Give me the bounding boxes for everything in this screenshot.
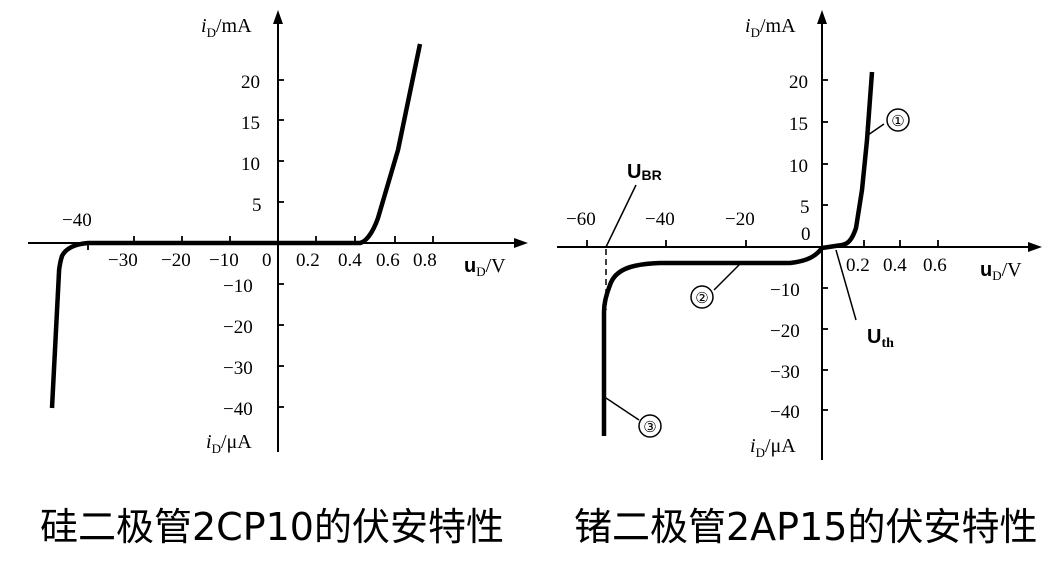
ge-marker-3-leader [605,397,640,421]
ge-x-tick-label: 0.2 [846,255,870,276]
si-x-tick-label: 0.2 [296,250,320,271]
si-x-tick-label: 0.4 [338,250,362,271]
si-x-tick-label: 0.6 [376,250,400,271]
si-x-axis-label: uD/V [464,255,506,279]
ge-marker-2-leader [713,263,741,291]
si-x-tick-label: −20 [161,250,191,271]
ge-marker-1-leader [867,123,885,136]
si-y-arrow [273,10,283,24]
ge-y-upper-label: iD/mA [745,15,796,40]
ge-y-tick-label: 15 [789,114,808,135]
ge-marker-2-circle [690,285,714,309]
si-x-tick-label: −10 [209,250,239,271]
ge-y-tick-label: 20 [789,72,808,93]
si-y-upper-label: iD/mA [201,15,252,40]
ge-marker-3-circle [638,414,662,438]
ge-uth-leader [835,249,857,321]
si-y-lower-label: iD/μA [206,431,252,456]
chart-si-2cp10: 0 −40 −30 −20 −10 0.2 0.4 0.6 0.8 5 10 1… [28,10,528,456]
ge-x-tick-label: −40 [645,209,675,230]
ge-origin-label: 0 [801,224,811,245]
ge-x-arrow [1028,242,1042,252]
si-x-arrow [514,238,528,248]
si-y-tick-label: 20 [241,72,260,93]
ge-x-tick-label: 0.6 [923,255,947,276]
ge-ubr-leader [605,184,637,248]
ge-x-tick-label: −20 [725,209,755,230]
si-y-tick-label: −10 [223,276,253,297]
si-y-tick-label: −40 [223,399,253,420]
ge-marker-2: ② [695,289,708,307]
si-x-tick-label: −30 [108,250,138,271]
ge-y-tick-label: −40 [770,402,800,423]
chart-title-ge: 锗二极管2AP15的伏安特性 [574,505,1038,549]
ge-y-arrow [817,10,827,24]
ge-forward-curve [821,71,875,251]
chart-title-si: 硅二极管2CP10的伏安特性 [40,505,504,549]
si-y-tick-label: 10 [241,154,260,175]
si-reverse-curve [49,240,278,409]
ge-marker-1: ① [891,112,904,130]
ge-uth-label: Uth [867,326,894,351]
iv-characteristics-figure: 0 −40 −30 −20 −10 0.2 0.4 0.6 0.8 5 10 1… [28,10,1042,460]
si-tick-label-extra: −40 [62,210,92,231]
ge-y-tick-label: −30 [770,362,800,383]
ge-ubr-label: UBR [627,161,662,183]
si-forward-curve [278,43,423,246]
chart-ge-2ap15: 0 −60 −40 −20 0.2 0.4 0.6 5 10 15 20 −10… [557,10,1042,460]
si-y-tick-label: −30 [223,358,253,379]
si-x-tick-label: 0.8 [413,250,437,271]
ge-x-tick-label: 0.4 [883,255,907,276]
ge-marker-3: ③ [643,418,656,436]
ge-reverse-curve [601,246,824,436]
si-y-tick-label: −20 [223,317,253,338]
ge-y-tick-label: 5 [800,197,810,218]
ge-x-axis-label: uD/V [980,259,1022,283]
si-y-tick-label: 15 [241,113,260,134]
ge-x-tick-label: −60 [566,209,596,230]
ge-y-lower-label: iD/μA [750,435,796,460]
ge-y-tick-label: −10 [770,280,800,301]
ge-y-tick-label: 10 [789,156,808,177]
si-y-tick-label: 5 [252,195,262,216]
ge-tick-marks [586,79,939,411]
ge-marker-1-circle [886,108,910,132]
si-origin-label: 0 [262,250,272,271]
ge-y-tick-label: −20 [770,321,800,342]
